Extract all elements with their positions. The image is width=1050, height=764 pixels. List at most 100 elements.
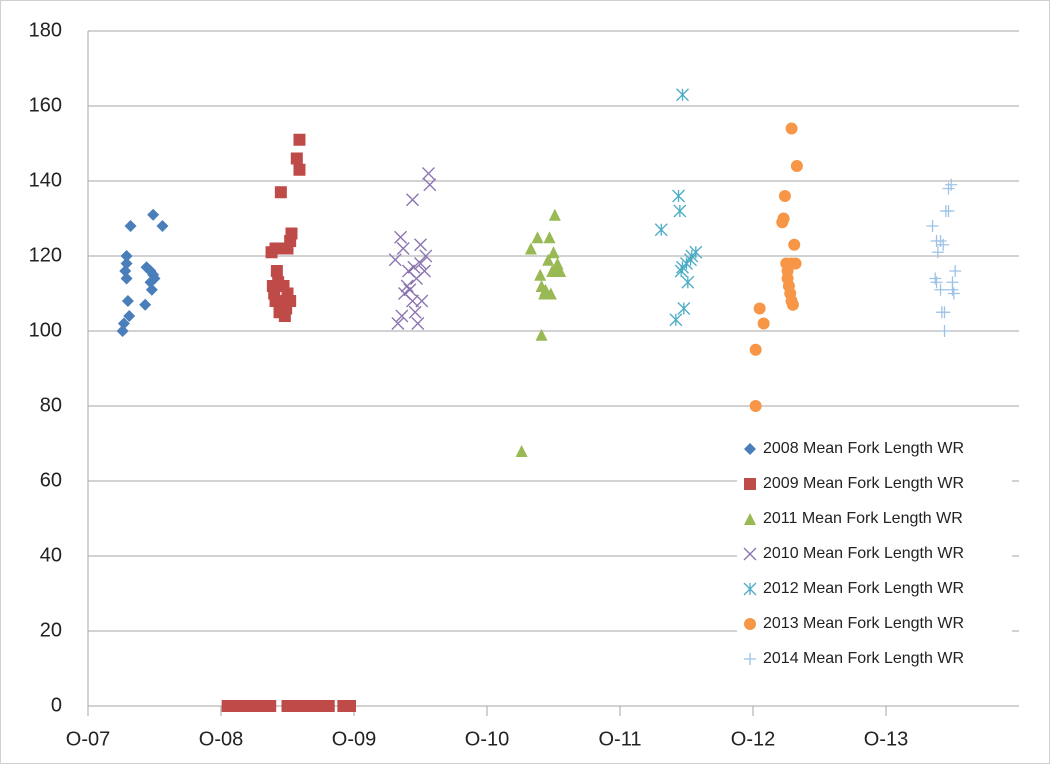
data-point	[120, 272, 133, 285]
data-point	[938, 325, 951, 337]
data-point	[785, 122, 798, 135]
data-point	[145, 283, 158, 296]
data-point	[554, 265, 567, 277]
legend-text: 2010 Mean Fork Length WR	[763, 545, 964, 562]
series	[515, 208, 567, 457]
data-point	[322, 700, 335, 712]
data-point	[515, 445, 528, 457]
data-point	[676, 88, 689, 102]
data-point	[269, 242, 282, 255]
data-point	[396, 242, 410, 255]
x-tick-label: O-12	[731, 728, 775, 750]
data-point	[408, 305, 422, 319]
data-point	[788, 238, 801, 251]
data-point	[945, 178, 958, 191]
data-point	[119, 265, 132, 277]
data-point	[290, 152, 303, 165]
data-point	[548, 208, 561, 221]
data-point	[930, 276, 943, 289]
series	[749, 122, 803, 412]
data-point	[757, 317, 770, 330]
legend-box	[737, 427, 1012, 682]
y-tick-label: 180	[29, 19, 62, 41]
data-point	[116, 325, 129, 337]
series	[116, 208, 169, 337]
data-point	[937, 238, 950, 251]
data-point	[942, 205, 955, 217]
data-point	[391, 317, 405, 330]
data-point	[414, 257, 427, 270]
data-point	[293, 133, 306, 146]
data-point	[535, 328, 548, 341]
data-point	[406, 294, 419, 308]
data-point	[411, 317, 425, 330]
data-point	[676, 260, 689, 274]
data-point	[544, 287, 557, 300]
legend-marker	[743, 582, 757, 596]
data-point	[270, 265, 283, 277]
data-point	[786, 298, 799, 311]
x-tick-label: O-07	[66, 728, 110, 750]
data-point	[403, 283, 417, 297]
data-point	[789, 257, 802, 270]
data-point	[148, 272, 161, 285]
data-point	[681, 275, 695, 289]
y-tick-label: 80	[40, 394, 62, 416]
data-point	[274, 186, 287, 199]
data-point	[673, 204, 687, 218]
data-point	[947, 287, 960, 300]
data-point	[926, 220, 939, 232]
legend-marker	[744, 478, 756, 490]
data-point	[543, 231, 556, 244]
series	[654, 88, 703, 327]
data-point	[406, 193, 419, 207]
series	[926, 178, 962, 337]
data-point	[264, 700, 277, 712]
legend: 2008 Mean Fork Length WR 2009 Mean Fork L…	[737, 427, 1012, 682]
legend-marker	[744, 513, 756, 525]
data-point	[280, 302, 293, 315]
data-point	[344, 700, 357, 712]
data-point	[781, 265, 794, 277]
y-tick-label: 120	[29, 244, 62, 266]
data-point	[669, 313, 683, 327]
data-point	[120, 257, 133, 270]
data-point	[672, 189, 685, 203]
x-tick-label: O-11	[599, 728, 642, 750]
y-tick-label: 100	[29, 319, 62, 341]
y-tick-label: 140	[29, 169, 62, 191]
legend-marker	[743, 547, 757, 561]
data-point	[749, 343, 762, 356]
legend-text: 2013 Mean Fork Length WR	[763, 615, 964, 632]
legend-text: 2012 Mean Fork Length WR	[763, 580, 964, 597]
legend-text: 2009 Mean Fork Length WR	[763, 475, 964, 492]
series	[388, 167, 437, 330]
x-tick-label: O-13	[864, 728, 908, 750]
data-point	[407, 260, 421, 274]
data-point	[388, 253, 402, 267]
y-tick-label: 60	[40, 469, 62, 491]
legend-text: 2014 Mean Fork Length WR	[763, 650, 964, 667]
data-point	[423, 178, 437, 192]
x-tick-label: O-09	[332, 728, 376, 750]
data-point	[677, 302, 691, 315]
data-point	[123, 310, 136, 322]
data-point	[285, 227, 298, 240]
data-point	[931, 246, 944, 259]
y-tick-label: 20	[40, 619, 62, 641]
data-point	[674, 264, 688, 278]
data-point	[778, 190, 791, 202]
data-point	[156, 220, 169, 232]
data-point	[422, 167, 435, 180]
data-point	[293, 163, 306, 176]
data-point	[777, 212, 790, 225]
legend-marker	[744, 443, 756, 455]
data-point	[534, 268, 547, 281]
data-point	[418, 264, 431, 278]
data-point	[395, 309, 409, 323]
data-point	[415, 294, 429, 308]
data-point	[949, 265, 962, 277]
legend-text: 2011 Mean Fork Length WR	[763, 510, 963, 527]
data-point	[938, 306, 951, 319]
